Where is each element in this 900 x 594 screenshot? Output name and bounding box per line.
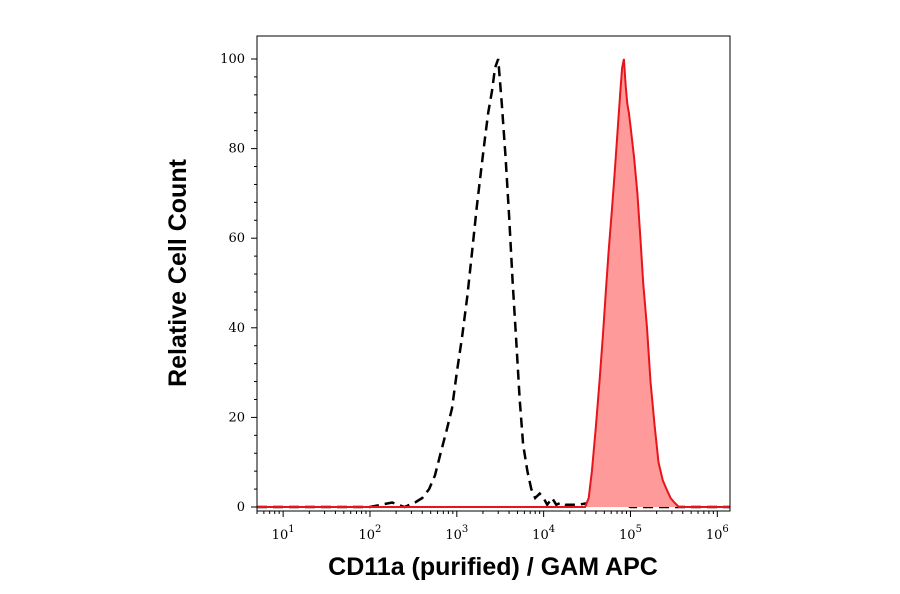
- series-1-line: [257, 58, 730, 508]
- series-0-line: [257, 58, 730, 509]
- x-tick-label: 103: [445, 524, 468, 543]
- x-tick-label: 104: [532, 524, 555, 543]
- x-tick-label: 102: [359, 524, 382, 543]
- y-axis: 0 20 40 60 80 100: [220, 52, 257, 515]
- y-tick-label: 100: [220, 52, 245, 67]
- y-tick-label: 20: [228, 410, 245, 425]
- plot-layer: [257, 58, 730, 509]
- x-axis-title: CD11a (purified) / GAM APC: [328, 553, 658, 581]
- plot-frame: [256, 35, 731, 512]
- series-1-area: [257, 59, 730, 507]
- y-axis-title: Relative Cell Count: [164, 158, 192, 386]
- x-tick-label: 105: [619, 524, 642, 543]
- x-tick-label: 101: [272, 524, 295, 543]
- y-tick-label: 80: [228, 142, 245, 157]
- x-axis: 101 102 103 104 105 106: [256, 511, 729, 543]
- y-tick-label: 60: [228, 231, 245, 246]
- y-tick-label: 40: [228, 321, 245, 336]
- x-tick-label: 106: [706, 524, 729, 543]
- y-tick-label: 0: [237, 500, 245, 515]
